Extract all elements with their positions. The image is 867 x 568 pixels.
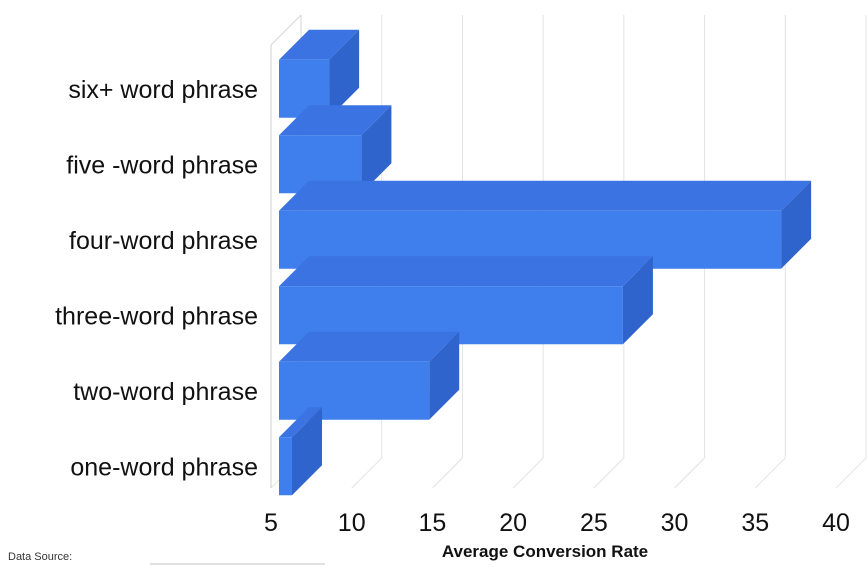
bar-4 [279, 331, 460, 420]
floor-gridline-4 [593, 457, 625, 489]
data-source-note: Data Source: [8, 551, 73, 563]
bar-top-face-3 [279, 256, 653, 287]
side-wall-top-edge [270, 14, 302, 46]
bar-front-face-4 [279, 361, 430, 420]
bar-5 [279, 407, 322, 496]
floor-gridline-7 [835, 457, 867, 489]
x-tick-label-7: 40 [822, 509, 850, 537]
bar-side-face-4 [429, 331, 460, 420]
bar-front-face-5 [279, 437, 292, 496]
category-label-3: three-word phrase [55, 302, 258, 330]
category-label-4: two-word phrase [73, 378, 258, 406]
data-source-divider [150, 563, 325, 565]
floor-gridline-3 [512, 457, 544, 489]
bar-0 [279, 29, 360, 118]
category-label-1: five -word phrase [66, 151, 258, 179]
floor-gridline-2 [432, 457, 463, 489]
floor-gridline-1 [351, 457, 383, 489]
category-label-0: six+ word phrase [68, 76, 258, 104]
floor-gridline-5 [674, 457, 705, 489]
bar-top-face-1 [279, 105, 392, 136]
category-label-2: four-word phrase [69, 227, 258, 255]
x-tick-label-6: 35 [741, 509, 769, 537]
bar-side-face-0 [329, 29, 360, 118]
x-tick-label-4: 25 [580, 509, 608, 537]
bar-side-face-1 [361, 105, 392, 194]
bar-1 [279, 105, 392, 194]
bar-layer [279, 29, 812, 496]
bar-top-face-2 [279, 180, 812, 211]
floor-gridline-6 [754, 457, 786, 489]
bar-3 [279, 256, 653, 345]
x-tick-label-0: 5 [264, 509, 278, 537]
bar-side-face-2 [781, 180, 812, 269]
x-tick-label-1: 10 [338, 509, 366, 537]
bar-side-face-3 [622, 256, 653, 345]
bar-top-face-4 [279, 331, 460, 362]
label-layer: six+ word phrase five -word phrase four-wo… [55, 76, 850, 537]
bar-top-face-5 [279, 407, 322, 438]
category-label-5: one-word phrase [70, 453, 258, 481]
x-tick-label-3: 20 [499, 509, 527, 537]
x-tick-label-2: 15 [419, 509, 447, 537]
bar-side-face-5 [291, 407, 322, 496]
bar-top-face-0 [279, 29, 360, 60]
bar-2 [279, 180, 812, 269]
x-tick-label-5: 30 [661, 509, 689, 537]
x-axis-title: Average Conversion Rate [442, 542, 648, 561]
